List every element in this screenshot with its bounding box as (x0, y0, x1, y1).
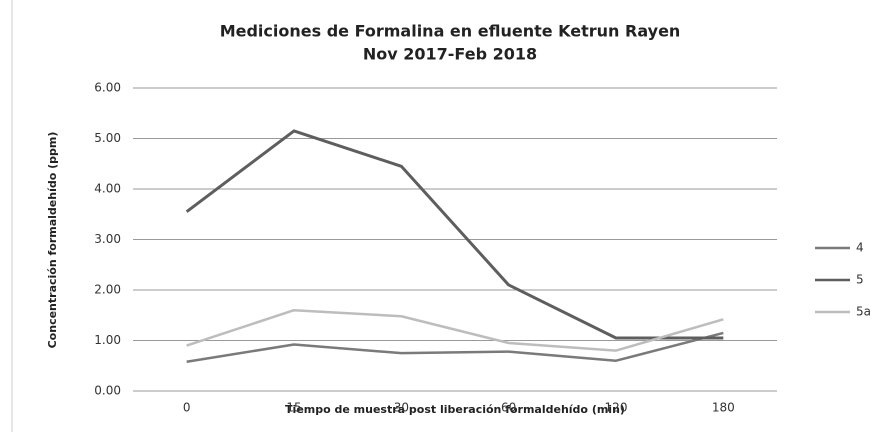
x-tick-label: 15 (286, 401, 301, 415)
y-tick-label: 5.00 (94, 131, 121, 145)
series-line (185, 129, 724, 340)
legend-label: 5a (856, 305, 871, 319)
chart-subtitle: Nov 2017-Feb 2018 (363, 45, 537, 64)
y-tick-label: 1.00 (94, 333, 121, 347)
y-axis-label: Concentración formaldehído (ppm) (46, 132, 59, 349)
y-tick-label: 3.00 (94, 232, 121, 246)
chart-title: Mediciones de Formalina en efluente Ketr… (220, 22, 681, 41)
x-tick-label: 0 (183, 401, 191, 415)
x-tick-label: 60 (501, 401, 516, 415)
legend-label: 5 (856, 273, 864, 287)
y-tick-label: 2.00 (94, 283, 121, 297)
y-tick-label: 6.00 (94, 81, 121, 95)
x-tick-label: 30 (394, 401, 409, 415)
x-axis-label: Tiempo de muestra post liberación formal… (285, 403, 625, 416)
y-tick-label: 0.00 (94, 384, 121, 398)
x-tick-label: 180 (712, 401, 735, 415)
y-tick-label: 4.00 (94, 182, 121, 196)
series-line (186, 308, 724, 352)
x-tick-label: 120 (605, 401, 628, 415)
series-line (186, 331, 724, 363)
legend-label: 4 (856, 241, 864, 255)
